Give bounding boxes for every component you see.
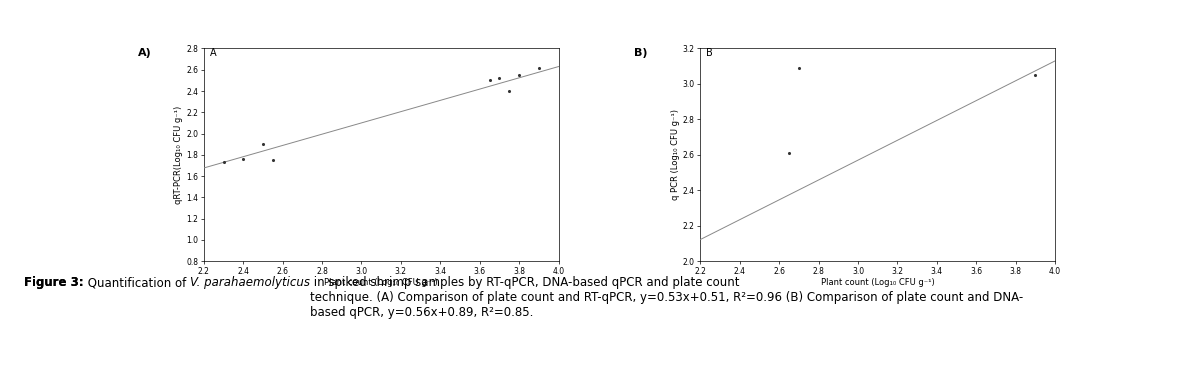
Text: in spiked shrimp samples by RT-qPCR, DNA-based qPCR and plate count
technique. (: in spiked shrimp samples by RT-qPCR, DNA…: [309, 276, 1023, 319]
Text: B: B: [706, 48, 713, 59]
Point: [213, 159, 233, 165]
Text: Figure 3:: Figure 3:: [24, 276, 84, 289]
Text: A: A: [210, 48, 217, 59]
Text: B): B): [634, 48, 647, 59]
Point: [253, 141, 272, 147]
Point: [234, 156, 253, 162]
Point: [490, 75, 510, 81]
Point: [480, 77, 499, 83]
Point: [730, 14, 749, 20]
Point: [711, 42, 730, 48]
Point: [500, 88, 519, 94]
Text: Quantification of: Quantification of: [84, 276, 189, 289]
X-axis label: Plant count (Log₁₀ CFU g⁻¹): Plant count (Log₁₀ CFU g⁻¹): [324, 278, 438, 288]
Point: [510, 72, 529, 78]
X-axis label: Plant count (Log₁₀ CFU g⁻¹): Plant count (Log₁₀ CFU g⁻¹): [821, 278, 935, 288]
Point: [779, 150, 799, 156]
Y-axis label: q PCR (Log₁₀ CFU g⁻¹): q PCR (Log₁₀ CFU g⁻¹): [671, 109, 680, 200]
Point: [789, 65, 808, 71]
Point: [529, 65, 548, 70]
Point: [1026, 72, 1046, 78]
Point: [264, 157, 283, 163]
Text: A): A): [138, 48, 151, 59]
Y-axis label: qRT-PCR(Log₁₀ CFU g⁻¹): qRT-PCR(Log₁₀ CFU g⁻¹): [175, 106, 183, 204]
Text: Figure 3:: Figure 3:: [24, 276, 84, 289]
Text: V. parahaemolyticus: V. parahaemolyticus: [189, 276, 309, 289]
